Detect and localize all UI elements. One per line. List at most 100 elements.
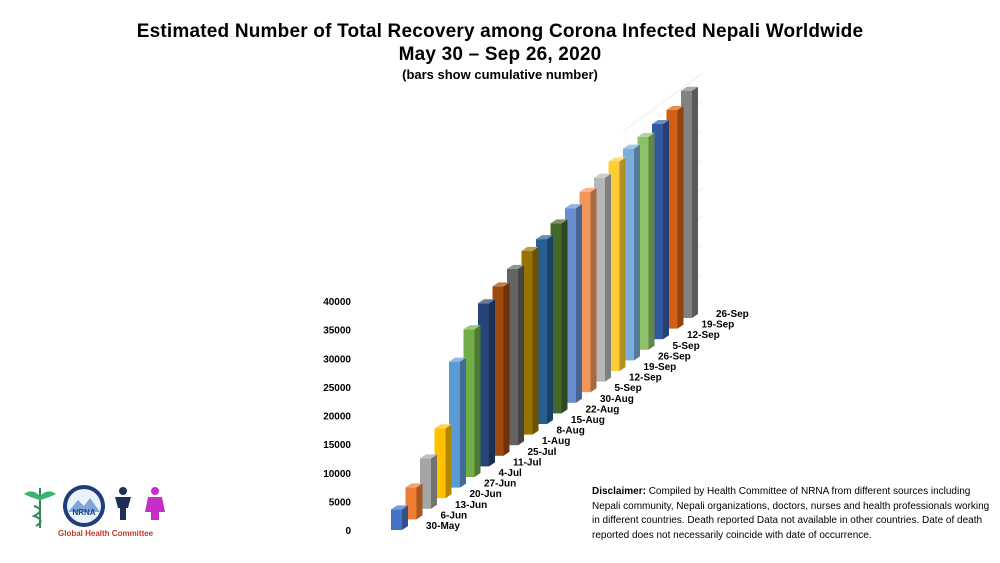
bar-front [521, 250, 533, 435]
bar-side [416, 483, 423, 520]
x-tick-label: 19-Sep [644, 362, 677, 373]
x-tick-label: 11-Jul [513, 457, 542, 468]
bar-top [449, 357, 466, 362]
bar-19-Sep [608, 157, 626, 371]
bar-top [405, 483, 423, 488]
bar-front [536, 239, 547, 424]
bar-top [420, 454, 437, 459]
disclaimer-text: Compiled by Health Committee of NRNA fro… [592, 486, 990, 541]
bar-front [463, 329, 475, 477]
bar-8-Aug [521, 246, 539, 435]
bar-26-Sep [681, 86, 698, 318]
bar-front [666, 109, 678, 329]
bar-front [550, 223, 562, 414]
bar-30-May [391, 505, 408, 530]
female-figure-icon [145, 487, 165, 520]
bar-side [503, 282, 510, 456]
svg-text:NRNA: NRNA [72, 508, 95, 517]
bar-top [637, 132, 655, 137]
nrna-globe-icon: NRNA [63, 485, 105, 527]
bar-11-Jul [478, 299, 495, 467]
bar-side [663, 119, 669, 340]
male-figure-icon [115, 487, 131, 520]
bar-side [460, 357, 466, 488]
chart-title-line1: Estimated Number of Total Recovery among… [136, 21, 864, 42]
x-tick-label: 4-Jul [499, 468, 523, 479]
bar-side [648, 132, 655, 350]
x-tick-label: 30-May [426, 521, 460, 532]
bar-15-Aug [536, 235, 553, 424]
bar-top [681, 86, 698, 91]
bar-side [474, 325, 481, 477]
bar-top [434, 424, 452, 429]
bar-side [445, 424, 452, 499]
x-tick-label: 25-Jul [528, 447, 557, 458]
bar-13-Jun [420, 454, 437, 509]
bar-side [634, 144, 640, 361]
x-tick-label: 12-Sep [687, 330, 720, 341]
bar-top [391, 505, 408, 510]
bar-front [434, 428, 446, 499]
bar-side [532, 246, 539, 435]
y-tick-label: 35000 [323, 326, 351, 337]
bar-12-Sep [652, 119, 669, 340]
bar-top [579, 187, 597, 192]
x-tick-label: 20-Jun [470, 489, 502, 500]
bar-side [692, 86, 698, 318]
y-tick-label: 10000 [323, 469, 351, 480]
gridline [622, 72, 704, 132]
bar-side [402, 505, 408, 530]
y-axis-labels: 0 5000 10000 15000 20000 25000 30000 35000 40000 [323, 297, 351, 537]
bar-front [652, 123, 663, 340]
bar-side [590, 187, 597, 393]
bar-front [420, 458, 431, 509]
y-tick-label: 20000 [323, 412, 351, 423]
bar-top [478, 299, 495, 304]
bar-5-Sep [579, 187, 597, 393]
x-axis-labels: 30-May6-Jun13-Jun20-Jun27-Jun4-Jul11-Jul… [426, 309, 749, 532]
x-tick-label: 5-Sep [615, 383, 642, 394]
bar-22-Aug [550, 219, 568, 414]
logo-caption: Global Health Committee [58, 529, 154, 538]
bars [391, 86, 698, 530]
bar-top [550, 219, 568, 224]
chart-title-line2: May 30 – Sep 26, 2020 [398, 44, 602, 65]
bar-front [623, 148, 634, 361]
bar-top [492, 282, 510, 287]
bar-side [605, 173, 611, 382]
x-tick-label: 26-Sep [658, 351, 691, 362]
x-tick-label: 27-Jun [484, 479, 516, 490]
y-tick-label: 30000 [323, 354, 351, 365]
bar-front [492, 286, 504, 456]
bar-19-Sep [666, 105, 684, 329]
x-tick-label: 5-Sep [673, 341, 700, 352]
x-tick-label: 19-Sep [702, 320, 735, 331]
bar-front [579, 191, 591, 393]
bar-top [623, 144, 640, 149]
bar-26-Sep [623, 144, 640, 361]
bar-side [489, 299, 495, 467]
bar-front [565, 208, 576, 403]
x-tick-label: 12-Sep [629, 373, 662, 384]
bar-front [449, 361, 460, 488]
bar-5-Sep [637, 132, 655, 350]
bar-top [666, 105, 684, 110]
y-tick-label: 0 [345, 526, 351, 537]
bar-top [521, 246, 539, 251]
x-tick-label: 13-Jun [455, 500, 487, 511]
bar-top [463, 325, 481, 330]
nrna-logo: NRNA [24, 485, 165, 528]
bar-top [536, 235, 553, 240]
bar-front [405, 487, 417, 520]
y-tick-label: 40000 [323, 297, 351, 308]
bar-25-Jul [492, 282, 510, 456]
bar-front [478, 303, 489, 467]
x-tick-label: 1-Aug [542, 436, 570, 447]
bar-6-Jun [405, 483, 423, 520]
y-tick-label: 5000 [329, 497, 352, 508]
bar-front [637, 136, 649, 350]
disclaimer-label: Disclaimer: [592, 486, 646, 497]
disclaimer: Disclaimer: Compiled by Health Committee… [592, 485, 992, 543]
bar-front [594, 177, 605, 382]
